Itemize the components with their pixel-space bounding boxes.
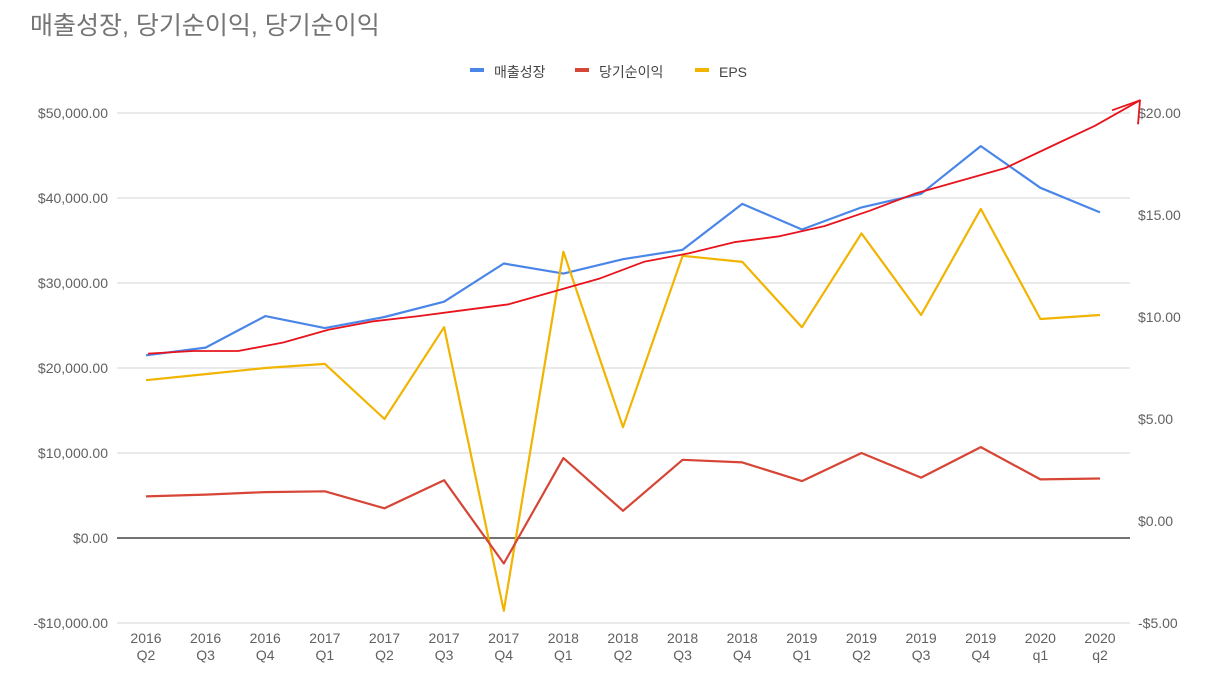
y-left-tick-label: $10,000.00: [38, 445, 108, 461]
y-left-tick-label: -$10,000.00: [33, 615, 108, 631]
x-tick-label-year: 2017: [429, 630, 460, 646]
x-tick-label-year: 2019: [786, 630, 817, 646]
x-tick-label-quarter: Q2: [614, 647, 633, 663]
gridlines: [117, 112, 1130, 624]
y-right-tick-label: $0.00: [1138, 513, 1173, 529]
x-tick-label-year: 2016: [190, 630, 221, 646]
x-tick-label-quarter: Q3: [673, 647, 692, 663]
trend-arrow-head: [1111, 99, 1141, 125]
x-tick-label-year: 2018: [727, 630, 758, 646]
x-tick-label-quarter: Q1: [554, 647, 573, 663]
legend-label-3: EPS: [719, 64, 747, 80]
x-tick-label-quarter: Q2: [137, 647, 156, 663]
x-tick-label-year: 2018: [607, 630, 638, 646]
chart-title: 매출성장, 당기순이익, 당기순이익: [30, 12, 380, 40]
x-tick-label-quarter: Q4: [733, 647, 752, 663]
x-tick-label-year: 2020: [1084, 630, 1115, 646]
x-tick-label-year: 2019: [906, 630, 937, 646]
x-tick-label-quarter: q1: [1033, 647, 1049, 663]
trend-arrow-line: [147, 99, 1141, 355]
y-left-tick-label: $40,000.00: [38, 190, 108, 206]
x-tick-label-year: 2019: [846, 630, 877, 646]
y-left-tick-label: $50,000.00: [38, 105, 108, 121]
x-tick-label-quarter: Q2: [375, 647, 394, 663]
y-right-tick-label: $10.00: [1138, 309, 1181, 325]
x-tick-label-year: 2018: [548, 630, 579, 646]
y-left-tick-label: $30,000.00: [38, 275, 108, 291]
legend-swatch-3: [695, 68, 709, 72]
legend-label-1: 매출성장: [494, 64, 546, 80]
x-tick-label-year: 2017: [488, 630, 519, 646]
legend-label-2: 당기순이익: [599, 64, 663, 80]
y-axis-right: -$5.00 $0.00 $5.00 $10.00 $15.00 $20.00: [1138, 105, 1181, 631]
trend-arrow-annotation: [147, 99, 1141, 355]
x-tick-label-year: 2016: [130, 630, 161, 646]
x-tick-label-year: 2018: [667, 630, 698, 646]
x-tick-label-quarter: Q1: [316, 647, 335, 663]
series-lines: [145, 145, 1101, 612]
x-tick-label-year: 2017: [369, 630, 400, 646]
x-tick-label-quarter: Q1: [793, 647, 812, 663]
x-tick-label-quarter: Q4: [971, 647, 990, 663]
x-tick-label-quarter: Q4: [494, 647, 513, 663]
series-line-1: [145, 145, 1101, 357]
chart-legend: 매출성장 당기순이익 EPS: [470, 64, 747, 80]
x-tick-label-quarter: Q3: [196, 647, 215, 663]
series-line-3: [145, 207, 1101, 612]
x-tick-label-year: 2017: [309, 630, 340, 646]
x-tick-label-quarter: Q3: [435, 647, 454, 663]
legend-swatch-2: [575, 68, 589, 72]
y-left-tick-label: $0.00: [73, 530, 108, 546]
y-right-tick-label: $5.00: [1138, 411, 1173, 427]
x-tick-label-quarter: q2: [1092, 647, 1108, 663]
x-tick-label-quarter: Q4: [256, 647, 275, 663]
x-tick-label-quarter: Q2: [852, 647, 871, 663]
y-right-tick-label: -$5.00: [1138, 615, 1178, 631]
legend-swatch-1: [470, 68, 484, 72]
x-tick-label-year: 2020: [1025, 630, 1056, 646]
y-left-tick-label: $20,000.00: [38, 360, 108, 376]
y-axis-left: -$10,000.00 $0.00 $10,000.00 $20,000.00 $30,…: [33, 105, 108, 631]
y-right-tick-label: $20.00: [1138, 105, 1181, 121]
x-tick-label-year: 2019: [965, 630, 996, 646]
y-right-tick-label: $15.00: [1138, 207, 1181, 223]
series-line-2: [145, 446, 1101, 565]
x-axis: 2016Q22016Q32016Q42017Q12017Q22017Q32017…: [130, 630, 1115, 663]
x-tick-label-quarter: Q3: [912, 647, 931, 663]
x-tick-label-year: 2016: [250, 630, 281, 646]
